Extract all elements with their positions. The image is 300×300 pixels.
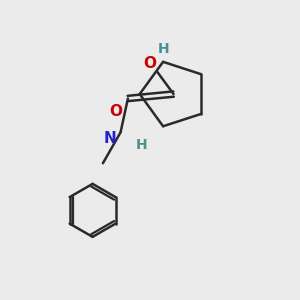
Text: H: H xyxy=(158,42,170,56)
Text: O: O xyxy=(109,104,122,119)
Text: H: H xyxy=(136,138,148,152)
Text: O: O xyxy=(143,56,156,71)
Text: N: N xyxy=(103,131,116,146)
